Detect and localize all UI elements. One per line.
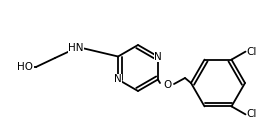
Text: O: O <box>163 80 171 90</box>
Text: HO: HO <box>17 62 33 72</box>
Text: N: N <box>154 51 162 62</box>
Text: HN: HN <box>68 43 84 53</box>
Text: Cl: Cl <box>246 47 257 57</box>
Text: Cl: Cl <box>246 109 257 119</box>
Text: N: N <box>114 75 122 85</box>
